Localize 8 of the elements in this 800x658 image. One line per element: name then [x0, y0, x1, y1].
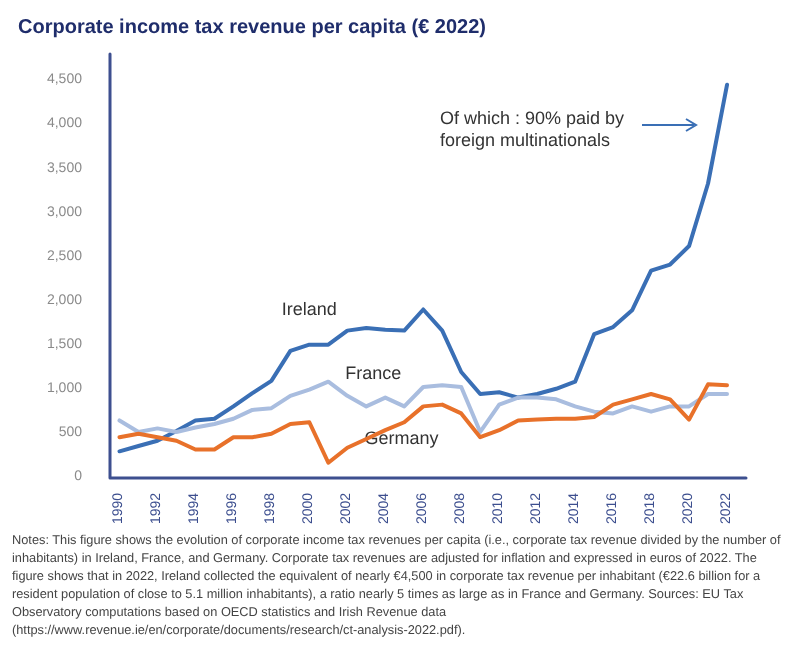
line-series: [117, 82, 730, 454]
series-label: Germany: [364, 428, 440, 449]
line-series: [117, 379, 730, 434]
series-label: Ireland: [281, 298, 337, 319]
line-series: [117, 382, 730, 465]
annotation: Of which : 90% paid by foreign multinationals: [440, 108, 627, 152]
chart-title: Corporate income tax revenue per capita (€ 2022): [18, 17, 486, 39]
series-label: France: [345, 362, 402, 383]
